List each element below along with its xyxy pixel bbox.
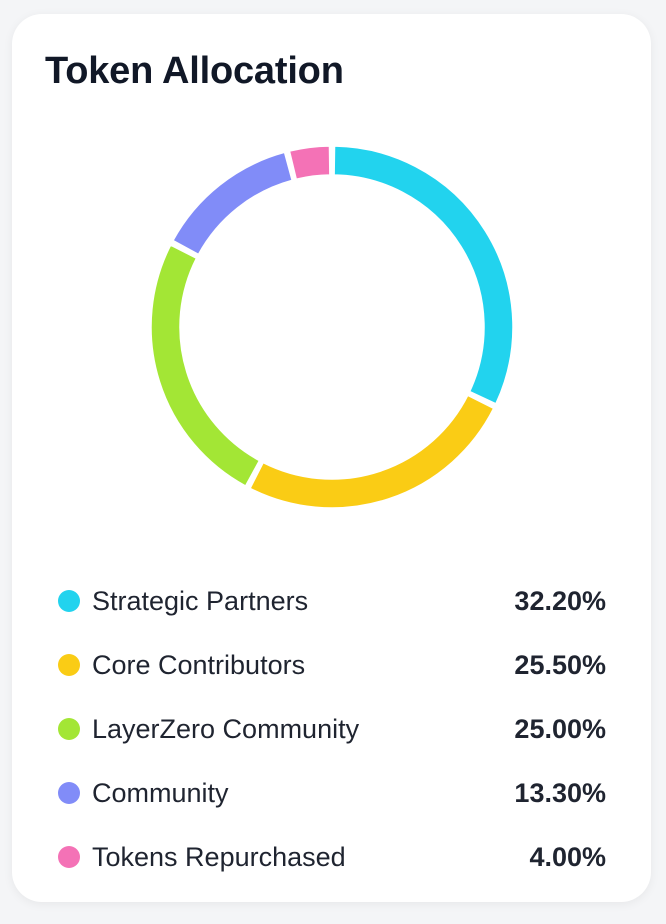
legend-value: 25.00%	[514, 713, 606, 744]
legend-value: 25.50%	[514, 649, 606, 680]
donut-slice-layerzero-community	[150, 244, 261, 487]
legend-value: 13.30%	[514, 777, 606, 808]
legend-swatch	[58, 846, 80, 868]
legend-label: Core Contributors	[92, 649, 306, 680]
donut-slice-strategic-partners	[333, 145, 514, 405]
legend-label: Community	[92, 777, 229, 808]
legend-item-community: Community 13.30%	[58, 761, 606, 825]
card-title: Token Allocation	[45, 50, 344, 92]
donut-slice-tokens-repurchased	[288, 145, 331, 181]
legend-item-strategic-partners: Strategic Partners 32.20%	[58, 569, 606, 633]
legend-swatch	[58, 590, 80, 612]
legend-label: Strategic Partners	[92, 585, 309, 616]
legend-value: 4.00%	[529, 841, 606, 872]
legend-swatch	[58, 782, 80, 804]
legend-label: LayerZero Community	[92, 713, 360, 744]
legend-swatch	[58, 718, 80, 740]
legend-item-layerzero-community: LayerZero Community 25.00%	[58, 697, 606, 761]
token-allocation-card: Token Allocation Strategic Partners 32.2…	[12, 14, 651, 902]
donut-slices	[150, 145, 514, 509]
legend-label: Tokens Repurchased	[92, 841, 346, 872]
donut-chart	[150, 145, 514, 509]
legend-swatch	[58, 654, 80, 676]
legend-value: 32.20%	[514, 585, 606, 616]
donut-slice-community	[172, 151, 293, 256]
legend-item-tokens-repurchased: Tokens Repurchased 4.00%	[58, 825, 606, 889]
legend-item-core-contributors: Core Contributors 25.50%	[58, 633, 606, 697]
donut-slice-core-contributors	[249, 394, 495, 509]
chart-legend: Strategic Partners 32.20% Core Contribut…	[58, 569, 606, 889]
